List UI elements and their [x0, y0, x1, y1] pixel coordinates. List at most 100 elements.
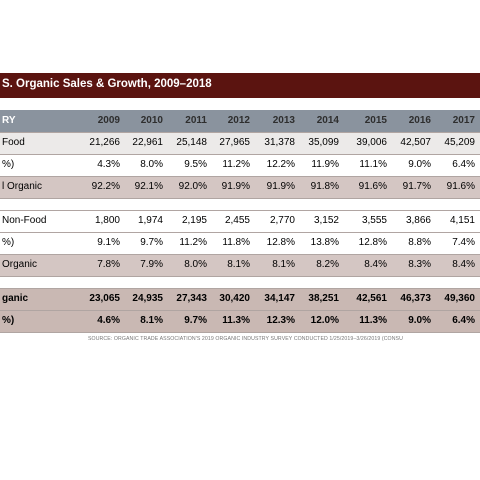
table-cell: 24,935 — [132, 293, 163, 304]
table-cell: 3,152 — [313, 215, 339, 226]
table-cell: 8.0% — [184, 259, 207, 270]
table-cell: 9.0% — [408, 159, 431, 170]
row-divider — [0, 332, 480, 333]
table-cell: 27,343 — [176, 293, 207, 304]
table-cell: 4.6% — [97, 315, 120, 326]
table-cell: 9.5% — [184, 159, 207, 170]
table-cell: 42,507 — [400, 137, 431, 148]
table-title: S. Organic Sales & Growth, 2009–2018 — [2, 78, 212, 90]
table-cell: 8.8% — [408, 237, 431, 248]
year-header: 2014 — [316, 115, 339, 126]
row-divider — [0, 310, 480, 311]
row-label: Non-Food — [2, 215, 47, 226]
table-cell: 1,974 — [137, 215, 163, 226]
year-header: 2012 — [227, 115, 250, 126]
table-cell: 4.3% — [97, 159, 120, 170]
table-cell: 35,099 — [308, 137, 339, 148]
table-cell: 8.1% — [140, 315, 163, 326]
table-cell: 49,360 — [444, 293, 475, 304]
row-label: %) — [2, 315, 15, 326]
table-cell: 34,147 — [264, 293, 295, 304]
table-row: ganic 23,065 24,935 27,343 30,420 34,147 38,25… — [0, 288, 480, 310]
table-cell: 12.0% — [310, 315, 339, 326]
row-label: l Organic — [2, 181, 43, 192]
table-cell: 39,006 — [356, 137, 387, 148]
row-label: %) — [2, 237, 15, 248]
table-cell: 1,800 — [94, 215, 120, 226]
table-cell: 11.8% — [222, 237, 250, 248]
table-cell: 9.0% — [408, 315, 431, 326]
table-cell: 46,373 — [400, 293, 431, 304]
table-cell: 31,378 — [264, 137, 295, 148]
table-cell: 2,770 — [269, 215, 295, 226]
table-cell: 91.6% — [358, 181, 387, 192]
table-cell: 8.1% — [272, 259, 295, 270]
table-cell: 30,420 — [219, 293, 250, 304]
table-cell: 12.3% — [266, 315, 295, 326]
table-cell: 13.8% — [310, 237, 339, 248]
table-cell: 3,555 — [361, 215, 387, 226]
row-divider — [0, 254, 480, 255]
table-cell: 2,455 — [224, 215, 250, 226]
table-cell: 12.8% — [358, 237, 387, 248]
table-cell: 8.3% — [408, 259, 431, 270]
table-cell: 9.7% — [140, 237, 163, 248]
table-cell: 7.4% — [452, 237, 475, 248]
table-cell: 3,866 — [405, 215, 431, 226]
table-cell: 6.4% — [452, 315, 475, 326]
row-divider — [0, 210, 480, 211]
table-cell: 42,561 — [356, 293, 387, 304]
table-cell: 38,251 — [308, 293, 339, 304]
table-cell: 11.2% — [179, 237, 207, 248]
table-cell: 11.1% — [359, 159, 387, 170]
table-cell: 11.9% — [311, 159, 339, 170]
table-row: l Organic 92.2% 92.1% 92.0% 91.9% 91.9% 91.8% 9… — [0, 176, 480, 198]
table-cell: 9.1% — [97, 237, 120, 248]
header-label: RY — [2, 115, 16, 126]
row-divider — [0, 198, 480, 199]
table-row: %) 9.1% 9.7% 11.2% 11.8% 12.8% 13.8% 12.8% 8.8% 7… — [0, 232, 480, 254]
row-divider — [0, 132, 480, 133]
table-cell: 91.9% — [266, 181, 295, 192]
table-cell: 91.7% — [402, 181, 431, 192]
table-cell: 91.8% — [310, 181, 339, 192]
table-cell: 25,148 — [176, 137, 207, 148]
table-cell: 91.9% — [221, 181, 250, 192]
table-cell: 92.2% — [91, 181, 120, 192]
year-header: 2010 — [140, 115, 163, 126]
row-divider — [0, 154, 480, 155]
row-divider — [0, 276, 480, 277]
row-divider — [0, 288, 480, 289]
table-cell: 11.3% — [222, 315, 250, 326]
table-row: Food 21,266 22,961 25,148 27,965 31,378 35,099… — [0, 132, 480, 154]
table-cell: 8.0% — [140, 159, 163, 170]
table-cell: 91.6% — [446, 181, 475, 192]
table-cell: 7.8% — [97, 259, 120, 270]
table-row: Non-Food 1,800 1,974 2,195 2,455 2,770 3,152 3,… — [0, 210, 480, 232]
source-note: SOURCE: ORGANIC TRADE ASSOCIATION'S 2019… — [88, 336, 403, 342]
table-cell: 92.1% — [134, 181, 163, 192]
table-row: Organic 7.8% 7.9% 8.0% 8.1% 8.1% 8.2% 8.4% 8.3% 8… — [0, 254, 480, 276]
year-header: 2017 — [452, 115, 475, 126]
table-cell: 21,266 — [89, 137, 120, 148]
table-row: %) 4.6% 8.1% 9.7% 11.3% 12.3% 12.0% 11.3% 9.0% 6.… — [0, 310, 480, 332]
table-cell: 8.4% — [364, 259, 387, 270]
title-bar: S. Organic Sales & Growth, 2009–2018 — [0, 73, 480, 98]
row-divider — [0, 176, 480, 177]
table-cell: 23,065 — [89, 293, 120, 304]
table-cell: 8.2% — [316, 259, 339, 270]
year-header: 2015 — [364, 115, 387, 126]
table-cell: 45,209 — [444, 137, 475, 148]
year-header: 2011 — [185, 115, 207, 126]
table-row: %) 4.3% 8.0% 9.5% 11.2% 12.2% 11.9% 11.1% 9.0% 6.… — [0, 154, 480, 176]
table-cell: 22,961 — [132, 137, 163, 148]
row-label: ganic — [2, 293, 29, 304]
row-divider — [0, 232, 480, 233]
table-cell: 11.3% — [359, 315, 387, 326]
year-header: 2009 — [97, 115, 120, 126]
row-label: %) — [2, 159, 15, 170]
header-row: RY 2009 2010 2011 2012 2013 2014 2015 2016 2017 — [0, 110, 480, 132]
row-label: Organic — [2, 259, 38, 270]
table-cell: 8.1% — [227, 259, 250, 270]
table-cell: 4,151 — [449, 215, 475, 226]
